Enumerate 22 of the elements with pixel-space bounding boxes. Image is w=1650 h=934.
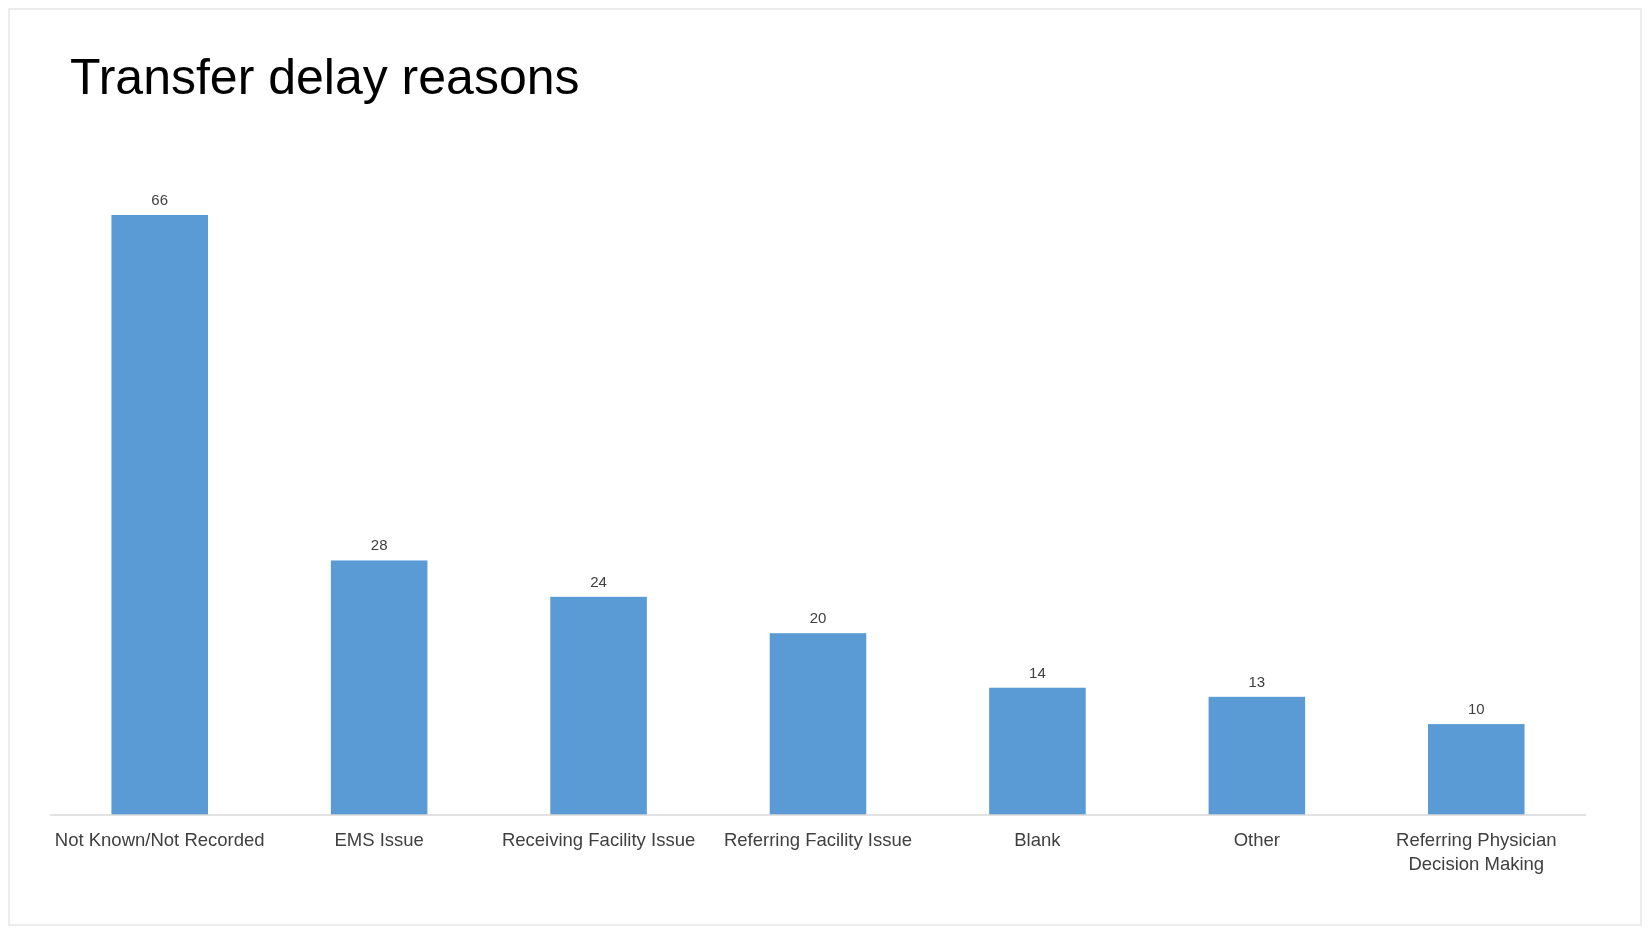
bar bbox=[769, 633, 867, 815]
data-label: 24 bbox=[590, 572, 607, 590]
x-tick-label: Not Known/Not Recorded bbox=[54, 829, 265, 850]
data-label: 13 bbox=[1248, 672, 1266, 690]
data-label: 20 bbox=[809, 609, 827, 627]
x-tick-label: EMS Issue bbox=[334, 829, 424, 850]
data-label: 14 bbox=[1029, 663, 1046, 681]
bar bbox=[1428, 724, 1525, 815]
chart-title: Transfer delay reasons bbox=[70, 49, 580, 105]
data-label: 28 bbox=[370, 536, 388, 554]
data-label: 66 bbox=[151, 191, 169, 208]
x-tick-label: Referring Physician Decision Making bbox=[1396, 829, 1557, 874]
bar bbox=[989, 687, 1086, 815]
bar bbox=[550, 596, 647, 815]
data-label: 10 bbox=[1467, 700, 1485, 718]
x-tick-label: Other bbox=[1233, 829, 1280, 850]
bar bbox=[111, 215, 208, 815]
bar bbox=[1208, 696, 1306, 815]
x-tick-label: Blank bbox=[1014, 829, 1062, 850]
x-tick-label: Receiving Facility Issue bbox=[501, 829, 696, 850]
bar bbox=[330, 560, 428, 815]
x-tick-label: Referring Facility Issue bbox=[723, 829, 913, 850]
